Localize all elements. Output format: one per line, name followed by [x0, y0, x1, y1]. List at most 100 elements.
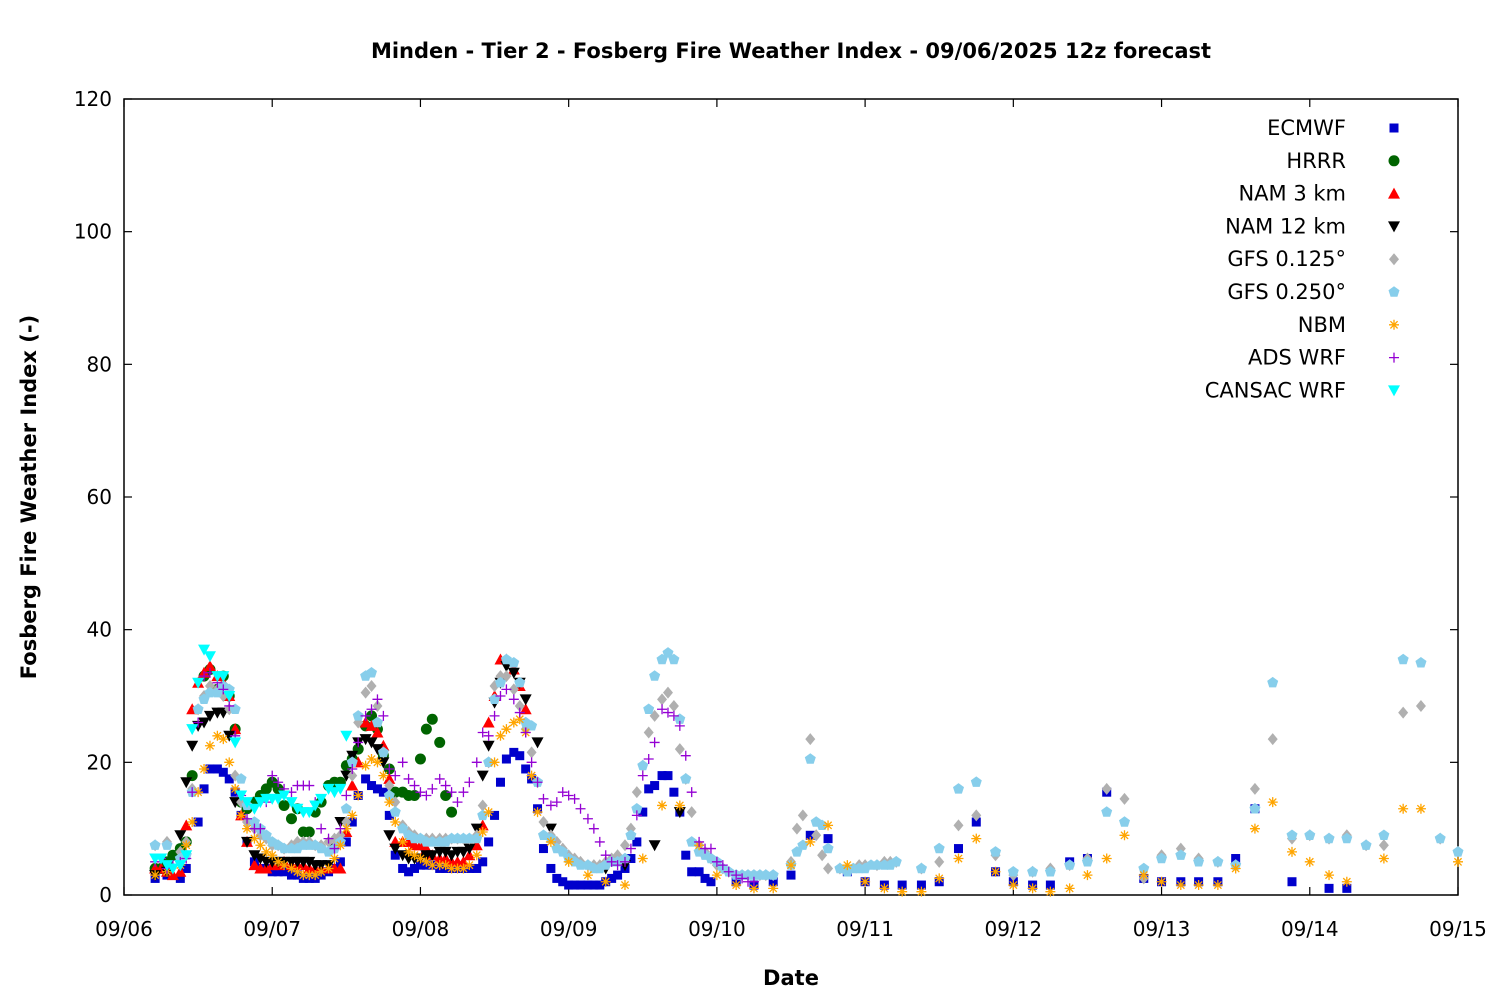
data-point	[662, 647, 674, 658]
legend-label: CANSAC WRF	[1205, 378, 1346, 402]
data-point	[309, 800, 322, 812]
data-point	[397, 836, 408, 847]
data-point	[668, 710, 679, 721]
data-point	[1267, 797, 1278, 808]
data-point	[631, 810, 642, 821]
data-point	[791, 822, 802, 835]
data-point	[410, 863, 420, 873]
data-point	[1156, 852, 1168, 864]
data-point	[180, 819, 193, 831]
data-point	[366, 710, 378, 722]
data-point	[619, 856, 630, 867]
data-point	[1044, 866, 1056, 877]
data-point	[619, 839, 630, 852]
data-point	[286, 863, 297, 874]
data-point	[748, 876, 759, 887]
data-point	[304, 870, 315, 881]
data-point	[663, 771, 673, 781]
data-point	[360, 710, 371, 721]
data-point	[1045, 886, 1056, 897]
data-point	[515, 751, 525, 761]
data-point	[378, 787, 388, 797]
data-point	[328, 787, 341, 799]
data-point	[544, 823, 557, 835]
data-point	[768, 883, 779, 894]
data-point	[1175, 849, 1187, 860]
y-tick-label: 0	[99, 883, 112, 907]
data-point	[786, 870, 796, 880]
data-point	[1064, 883, 1075, 894]
data-point	[446, 806, 458, 818]
data-point	[1378, 839, 1389, 852]
data-point	[224, 774, 234, 784]
data-point	[637, 853, 648, 864]
data-point	[360, 686, 371, 699]
data-point	[1138, 862, 1150, 874]
data-point	[341, 823, 352, 834]
data-point	[218, 684, 229, 695]
data-point	[1360, 839, 1372, 850]
legend-marker	[1388, 286, 1400, 297]
data-point	[248, 850, 261, 862]
data-point	[823, 834, 833, 844]
data-point	[315, 793, 328, 805]
data-point	[1082, 870, 1093, 881]
data-point	[372, 757, 383, 768]
data-point	[378, 770, 389, 781]
legend-marker	[1388, 221, 1400, 233]
data-point	[224, 700, 235, 711]
data-point	[501, 754, 511, 764]
data-point	[546, 863, 556, 873]
data-point	[366, 680, 377, 693]
data-point	[1101, 853, 1112, 864]
data-point	[495, 676, 506, 688]
data-point	[649, 737, 660, 748]
data-point	[657, 771, 667, 781]
data-point	[334, 783, 347, 795]
data-point	[606, 856, 617, 867]
data-point	[805, 830, 815, 840]
data-point	[304, 780, 315, 791]
data-point	[668, 699, 679, 712]
data-point	[365, 737, 378, 749]
data-point	[687, 867, 697, 877]
data-point	[346, 750, 359, 762]
data-point	[804, 753, 816, 764]
data-point	[366, 754, 377, 765]
data-point	[650, 781, 660, 791]
data-point	[273, 867, 283, 877]
data-point	[916, 886, 927, 897]
data-point	[415, 853, 426, 864]
data-point	[916, 880, 926, 890]
data-point	[472, 863, 482, 873]
data-point	[607, 873, 617, 883]
data-point	[310, 870, 321, 881]
x-tick-label: 09/11	[836, 917, 894, 941]
data-point	[1398, 706, 1409, 719]
data-point	[383, 830, 396, 842]
data-point	[371, 716, 383, 728]
data-point	[186, 724, 199, 736]
legend-label: GFS 0.125°	[1227, 247, 1346, 271]
data-point	[218, 734, 229, 745]
legend: ECMWF HRRR NAM 3 km NAM 12 km GFS 0.125° GFS …	[1205, 116, 1400, 402]
data-point	[463, 832, 475, 844]
data-point	[637, 759, 649, 771]
data-point	[353, 790, 364, 801]
data-point	[595, 880, 605, 890]
data-point	[569, 793, 580, 804]
data-point	[150, 870, 161, 881]
data-point	[673, 807, 686, 819]
data-point	[557, 846, 569, 857]
data-point	[286, 870, 296, 880]
data-point	[291, 803, 304, 815]
data-point	[509, 747, 519, 757]
data-point	[477, 727, 488, 738]
data-point	[953, 819, 964, 832]
data-point	[414, 753, 426, 765]
data-point	[421, 856, 432, 867]
data-point	[519, 694, 532, 706]
data-point	[199, 763, 210, 774]
data-point	[552, 873, 562, 883]
